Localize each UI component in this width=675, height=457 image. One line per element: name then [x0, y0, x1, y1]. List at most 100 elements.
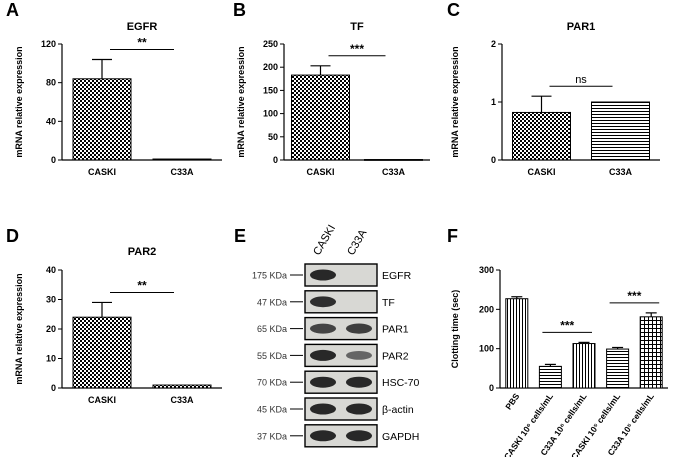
blot-protein-label: EGFR [382, 270, 412, 282]
blot-protein-label: β-actin [382, 404, 414, 416]
y-tick-label: 40 [46, 116, 56, 126]
x-tick-label: PBS [503, 391, 521, 411]
x-tick-label: C33A [609, 167, 633, 177]
chart-title: PAR1 [567, 21, 596, 33]
y-tick-label: 100 [479, 344, 494, 354]
y-tick-label: 300 [479, 265, 494, 275]
chart-par1: PAR1 mRNA relative expression 0 1 2 CASKI C33A… [450, 21, 660, 177]
significance-label: ** [137, 278, 147, 292]
blot-lane-label: CASKI [311, 223, 338, 258]
y-axis-label: mRNA relative expression [14, 273, 24, 384]
y-tick-label: 50 [268, 132, 278, 142]
blot-band [310, 430, 336, 442]
x-tick-label: CASKI [306, 167, 334, 177]
chart-par2: PAR2 mRNA relative expression 0 10 20 30 40 CAS… [14, 246, 222, 405]
bar [538, 365, 562, 389]
blot-protein-label: PAR1 [382, 324, 409, 336]
blot-size-label: 55 KDa [257, 351, 287, 361]
bar [152, 384, 212, 389]
bar [572, 343, 596, 389]
panel-letter: B [233, 0, 246, 20]
blot-strip [304, 290, 378, 314]
y-tick-label: 1 [491, 97, 496, 107]
chart-title: EGFR [127, 21, 158, 33]
blot-size-label: 37 KDa [257, 431, 287, 441]
bar [639, 316, 663, 389]
y-tick-label: 100 [263, 109, 278, 119]
y-tick-label: 150 [263, 85, 278, 95]
significance-label: *** [560, 318, 574, 332]
panel-letter: F [447, 226, 458, 246]
bar [512, 111, 571, 161]
blot-band [310, 403, 336, 415]
y-tick-label: 40 [46, 265, 56, 275]
bar [606, 348, 630, 389]
y-tick-label: 200 [479, 304, 494, 314]
x-tick-label: C33A [170, 395, 194, 405]
blot-strip [304, 316, 378, 341]
bar [364, 159, 423, 161]
y-tick-label: 120 [41, 39, 56, 49]
blot-size-label: 45 KDa [257, 405, 287, 415]
blot-size-label: 175 KDa [252, 271, 287, 281]
y-tick-label: 80 [46, 78, 56, 88]
significance-label: ns [575, 74, 587, 86]
y-tick-label: 20 [46, 324, 56, 334]
y-tick-label: 0 [51, 155, 56, 165]
y-tick-label: 30 [46, 295, 56, 305]
blot-protein-label: GAPDH [382, 431, 419, 443]
bar [505, 298, 529, 389]
y-axis-label: Clotting time (sec) [450, 290, 460, 369]
panel-letter: E [234, 226, 246, 246]
blot-band [346, 376, 372, 388]
x-tick-label: CASKI [88, 395, 116, 405]
x-tick-label: C33A [382, 167, 406, 177]
blot-band [310, 323, 336, 334]
x-tick-label: CASKI [527, 167, 555, 177]
chart-title: PAR2 [128, 246, 157, 258]
y-tick-label: 0 [51, 383, 56, 393]
x-tick-label: C33A [170, 167, 194, 177]
western-blot: CASKI C33A 175 KDa EGFR 47 KDa TF 65 KDa PAR1 55… [252, 223, 420, 448]
chart-title: TF [350, 21, 364, 33]
y-tick-label: 0 [491, 155, 496, 165]
y-tick-label: 0 [273, 155, 278, 165]
y-tick-label: 10 [46, 354, 56, 364]
blot-protein-label: PAR2 [382, 350, 409, 362]
blot-size-label: 65 KDa [257, 324, 287, 334]
bar [591, 101, 650, 161]
panel-letter: A [6, 0, 19, 20]
y-axis-label: mRNA relative expression [236, 46, 246, 157]
y-axis-label: mRNA relative expression [14, 46, 24, 157]
blot-size-label: 47 KDa [257, 297, 287, 307]
blot-band [346, 430, 372, 442]
y-tick-label: 250 [263, 39, 278, 49]
bar [72, 316, 132, 389]
blot-protein-label: TF [382, 297, 395, 309]
y-axis-label: mRNA relative expression [450, 46, 460, 157]
blot-lane-label: C33A [345, 227, 369, 257]
blot-band [310, 376, 336, 388]
blot-band [346, 403, 372, 415]
chart-egfr: EGFR mRNA relative expression 0 40 80 120 CASK… [14, 21, 222, 177]
y-tick-label: 0 [489, 383, 494, 393]
panel-letter: D [6, 226, 19, 246]
blot-band [346, 323, 372, 334]
blot-protein-label: HSC-70 [382, 377, 420, 389]
significance-label: *** [627, 289, 641, 303]
blot-band [346, 351, 372, 360]
bar [152, 158, 212, 161]
bar [72, 78, 132, 161]
x-tick-label: CASKI [88, 167, 116, 177]
y-tick-label: 200 [263, 62, 278, 72]
chart-tf: TF mRNA relative expression 0 50 100 150 200 25… [236, 21, 430, 177]
y-tick-label: 2 [491, 39, 496, 49]
blot-band [310, 349, 336, 361]
significance-label: ** [137, 35, 147, 49]
panel-letter: C [447, 0, 460, 20]
blot-band [310, 269, 336, 281]
significance-label: *** [350, 42, 364, 56]
bar [291, 74, 350, 161]
